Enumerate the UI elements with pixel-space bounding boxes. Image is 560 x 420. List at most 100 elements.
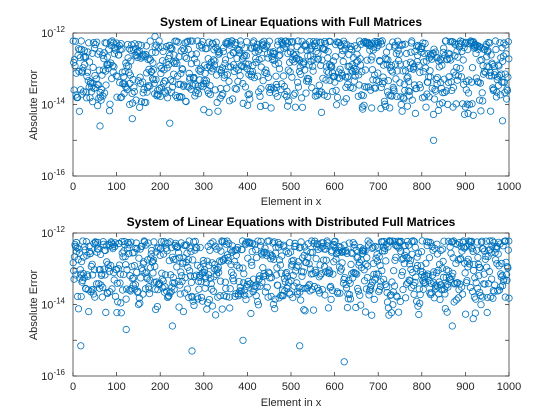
data-point xyxy=(114,298,122,306)
data-point xyxy=(215,268,223,276)
data-point xyxy=(431,244,439,252)
data-point xyxy=(365,42,373,50)
data-point xyxy=(282,92,291,101)
data-point xyxy=(404,87,412,95)
data-point xyxy=(330,240,338,249)
data-point xyxy=(219,48,227,56)
data-point xyxy=(158,64,166,73)
data-point xyxy=(474,253,482,262)
data-point xyxy=(177,268,185,276)
data-point xyxy=(190,55,199,63)
data-point xyxy=(222,284,230,292)
x-axis-ticks: 0 100 200 300 400 500 600 700 800 900 1000 xyxy=(70,33,521,193)
data-point xyxy=(206,274,214,283)
data-point xyxy=(183,38,191,46)
data-point xyxy=(464,255,472,263)
data-point xyxy=(329,57,338,65)
data-point xyxy=(289,256,298,264)
data-point xyxy=(174,277,182,286)
data-point xyxy=(335,263,344,271)
data-point xyxy=(88,49,96,57)
data-point xyxy=(185,69,193,78)
data-point xyxy=(294,37,302,45)
data-point xyxy=(343,73,351,82)
data-point xyxy=(167,44,175,52)
data-point xyxy=(449,84,457,92)
y-tick-label: 10-12 xyxy=(41,225,65,240)
data-point xyxy=(242,52,250,60)
data-point xyxy=(149,269,157,277)
data-point xyxy=(226,304,234,312)
data-point xyxy=(226,51,234,59)
data-point xyxy=(317,108,326,117)
data-point xyxy=(188,347,196,355)
data-point xyxy=(457,254,465,262)
data-point xyxy=(439,273,448,281)
data-point xyxy=(481,45,489,54)
data-point xyxy=(209,238,217,246)
data-point xyxy=(145,289,154,298)
data-point xyxy=(265,83,273,92)
data-point xyxy=(494,61,502,69)
data-point xyxy=(462,38,470,47)
data-point xyxy=(269,300,277,308)
data-point xyxy=(367,281,375,289)
data-point xyxy=(237,62,245,70)
data-point xyxy=(375,253,383,261)
data-point xyxy=(79,88,88,96)
data-point xyxy=(403,102,411,110)
data-point xyxy=(239,264,247,272)
data-point xyxy=(267,255,275,263)
data-point xyxy=(107,261,115,269)
data-point xyxy=(286,239,294,247)
data-point xyxy=(370,270,378,278)
data-point xyxy=(251,282,259,290)
data-point xyxy=(110,50,119,58)
data-point xyxy=(345,239,353,247)
data-point xyxy=(448,38,457,46)
data-point xyxy=(89,98,97,106)
data-point xyxy=(328,87,337,96)
data-point xyxy=(398,40,407,49)
data-point xyxy=(483,308,491,317)
data-point xyxy=(439,257,447,265)
data-point xyxy=(83,72,91,81)
data-point xyxy=(259,41,267,49)
data-point xyxy=(390,267,398,275)
data-point xyxy=(405,260,414,268)
data-point xyxy=(224,253,232,262)
data-point xyxy=(396,297,404,306)
data-point xyxy=(178,93,186,101)
data-point xyxy=(92,75,100,83)
data-point xyxy=(478,89,486,97)
data-point xyxy=(199,256,207,265)
data-point xyxy=(151,32,159,41)
data-point xyxy=(344,295,352,303)
data-point xyxy=(455,286,463,294)
data-point xyxy=(416,299,424,307)
data-point xyxy=(373,43,381,51)
data-point xyxy=(243,37,251,46)
data-point xyxy=(202,279,210,287)
data-point xyxy=(112,72,120,80)
data-point xyxy=(232,251,240,259)
data-point xyxy=(444,283,452,291)
data-point xyxy=(331,237,339,245)
data-point xyxy=(449,254,457,262)
data-point xyxy=(441,304,449,313)
data-point xyxy=(285,278,293,286)
data-point xyxy=(395,50,403,58)
data-point xyxy=(290,91,298,99)
data-point xyxy=(445,73,453,81)
data-point xyxy=(487,249,495,257)
data-point xyxy=(451,40,459,49)
data-point xyxy=(358,68,366,76)
data-point xyxy=(239,99,247,108)
data-point xyxy=(399,285,407,294)
data-point xyxy=(83,68,92,76)
data-point xyxy=(356,291,364,299)
data-point xyxy=(355,261,363,269)
data-point xyxy=(294,83,303,91)
data-point xyxy=(209,56,218,64)
data-point xyxy=(478,237,486,245)
